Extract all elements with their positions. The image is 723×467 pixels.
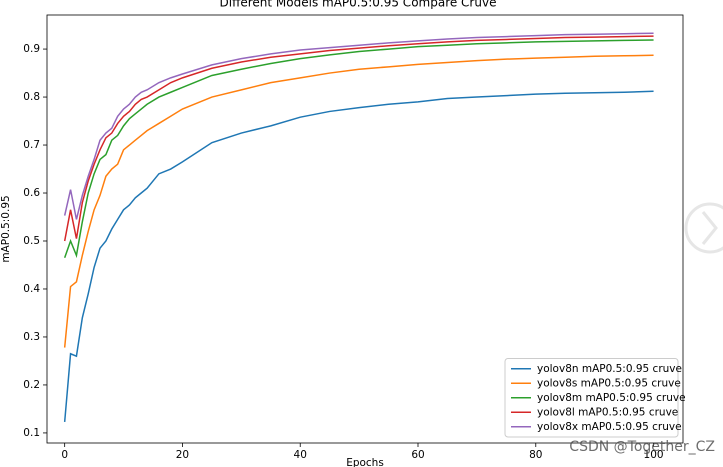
y-tick-label: 0.5	[23, 235, 40, 247]
x-tick-label: 80	[529, 449, 542, 461]
series-line	[63, 32, 654, 220]
x-tick-label: 100	[644, 449, 664, 461]
legend: yolov8n mAP0.5:0.95 cruve yolov8s mAP0.5:…	[504, 358, 686, 438]
chart-title: Different Models mAP0.5:0.95 Compare Cru…	[220, 0, 497, 10]
legend-label: yolov8x mAP0.5:0.95 cruve	[537, 421, 682, 433]
watermark: CSDN @Together_CZ	[569, 439, 715, 455]
legend-label: yolov8l mAP0.5:0.95 cruve	[537, 406, 678, 418]
y-axis-label: mAP0.5:0.95	[0, 195, 12, 262]
legend-label: yolov8n mAP0.5:0.95 cruve	[537, 363, 682, 375]
y-tick-label: 0.3	[23, 331, 40, 343]
x-axis-label: Epochs	[346, 457, 384, 467]
y-tick-label: 0.1	[23, 427, 40, 439]
y-tick-label: 0.6	[23, 187, 40, 199]
y-tick-label: 0.2	[23, 379, 40, 391]
series-line	[63, 54, 654, 348]
series-line	[63, 90, 654, 422]
legend-label: yolov8m mAP0.5:0.95 cruve	[537, 392, 686, 404]
x-tick-label: 40	[294, 449, 307, 461]
y-tick-label: 0.9	[23, 43, 40, 55]
y-tick-label: 0.8	[23, 91, 40, 103]
y-tick-label: 0.4	[23, 283, 40, 295]
series-line	[63, 39, 654, 259]
x-tick-label: 20	[176, 449, 189, 461]
x-tick-label: 60	[411, 449, 424, 461]
x-tick-label: 0	[61, 449, 68, 461]
nav-arrow	[701, 211, 718, 245]
legend-label: yolov8s mAP0.5:0.95 cruve	[537, 377, 681, 389]
nav-icon[interactable]	[684, 202, 723, 254]
plot-frame	[46, 14, 684, 444]
series-line	[63, 35, 654, 242]
legend-box	[504, 358, 679, 438]
y-tick-label: 0.7	[23, 139, 40, 151]
